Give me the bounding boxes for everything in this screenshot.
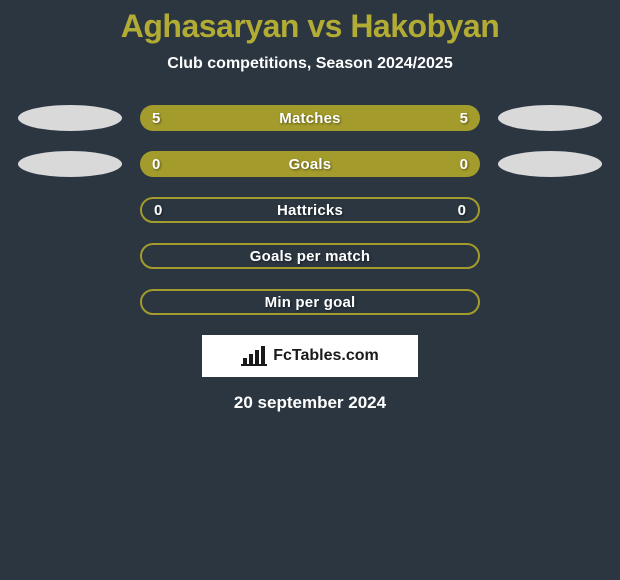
- stat-right-value: 0: [458, 202, 466, 219]
- bar-chart-icon: [241, 346, 267, 366]
- stat-bar-goals: 0 Goals 0: [140, 151, 480, 177]
- stat-bar-goals-per-match: Goals per match: [140, 243, 480, 269]
- stat-left-value: 0: [152, 156, 160, 173]
- player-left-avatar: [18, 151, 122, 177]
- source-badge-wrap: FcTables.com: [0, 335, 620, 377]
- stat-row: Goals per match: [0, 243, 620, 269]
- footer-date: 20 september 2024: [0, 393, 620, 413]
- page-title: Aghasaryan vs Hakobyan: [0, 8, 620, 45]
- spacer: [498, 289, 602, 315]
- stat-right-value: 5: [460, 110, 468, 127]
- source-badge-text: FcTables.com: [273, 347, 379, 365]
- spacer: [498, 243, 602, 269]
- stat-row: Min per goal: [0, 289, 620, 315]
- stat-left-value: 0: [154, 202, 162, 219]
- page-subtitle: Club competitions, Season 2024/2025: [0, 55, 620, 73]
- player-right-avatar: [498, 105, 602, 131]
- spacer: [18, 197, 122, 223]
- stat-right-value: 0: [460, 156, 468, 173]
- stat-row: 0 Hattricks 0: [0, 197, 620, 223]
- spacer: [18, 243, 122, 269]
- stat-label: Min per goal: [265, 294, 356, 311]
- player-left-avatar: [18, 105, 122, 131]
- spacer: [18, 289, 122, 315]
- spacer: [498, 197, 602, 223]
- stats-table: 5 Matches 5 0 Goals 0 0 Hattricks 0: [0, 105, 620, 315]
- stat-row: 0 Goals 0: [0, 151, 620, 177]
- stat-bar-hattricks: 0 Hattricks 0: [140, 197, 480, 223]
- source-badge[interactable]: FcTables.com: [202, 335, 418, 377]
- stat-label: Hattricks: [277, 202, 343, 219]
- stat-row: 5 Matches 5: [0, 105, 620, 131]
- stat-label: Goals per match: [250, 248, 371, 265]
- comparison-card: Aghasaryan vs Hakobyan Club competitions…: [0, 0, 620, 413]
- stat-bar-matches: 5 Matches 5: [140, 105, 480, 131]
- stat-bar-min-per-goal: Min per goal: [140, 289, 480, 315]
- stat-label: Matches: [279, 110, 340, 127]
- stat-left-value: 5: [152, 110, 160, 127]
- player-right-avatar: [498, 151, 602, 177]
- stat-label: Goals: [289, 156, 332, 173]
